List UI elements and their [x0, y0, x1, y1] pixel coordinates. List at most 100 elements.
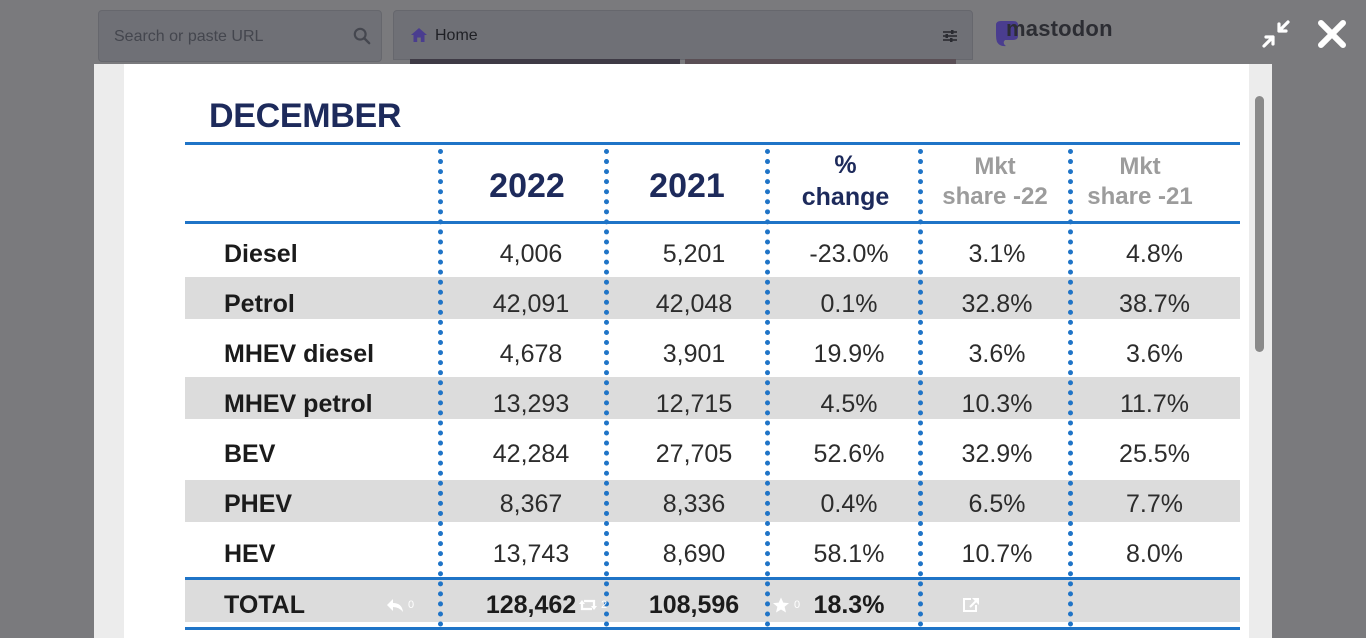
- cell-change: 19.9%: [813, 340, 885, 368]
- cell-y2022: 4,678: [499, 340, 563, 368]
- row-label: MHEV petrol: [224, 390, 373, 418]
- row-label: HEV: [224, 540, 276, 568]
- cell-mkt21: 11.7%: [1119, 390, 1190, 418]
- column-separator: [604, 149, 609, 627]
- cell-y2021: 12,715: [655, 390, 733, 418]
- column-separator: [1068, 149, 1073, 627]
- media-preview-strip: [410, 59, 956, 64]
- cell-y2021: 5,201: [662, 240, 726, 268]
- boost-button[interactable]: 2: [579, 596, 607, 614]
- mastodon-icon: [996, 21, 1018, 47]
- cell-y2022: 4,006: [499, 240, 563, 268]
- column-separator: [918, 149, 923, 627]
- row-label: Diesel: [224, 240, 298, 268]
- modal-scrollbar[interactable]: [1255, 96, 1264, 638]
- cell-mkt22: 6.5%: [968, 490, 1026, 518]
- media-action-bar: 0 2 0: [124, 64, 1249, 638]
- cell-y2021: 42,048: [655, 290, 733, 318]
- scrollbar-thumb[interactable]: [1255, 96, 1264, 352]
- sliders-icon[interactable]: [942, 29, 958, 43]
- cell-y2022: 13,743: [492, 540, 570, 568]
- cell-mkt21: 7.7%: [1126, 490, 1183, 518]
- total-bottom-rule: [185, 627, 1240, 630]
- total-mkt22: [922, 584, 1072, 626]
- column-separator: [438, 149, 443, 627]
- cell-change: 0.4%: [820, 490, 878, 518]
- boost-count: 2: [601, 599, 608, 611]
- cell-change: -23.0%: [809, 240, 889, 268]
- cell-y2021: 27,705: [655, 440, 733, 468]
- reply-count: 0: [408, 599, 415, 611]
- row-label: PHEV: [224, 490, 293, 518]
- star-icon: [773, 597, 789, 613]
- header-mkt21-line2: share -21: [1087, 183, 1193, 210]
- row-band: [185, 580, 1240, 622]
- row-label: BEV: [224, 440, 276, 468]
- sales-table-image: DECEMBER 2022 2021 % change: [184, 97, 1241, 638]
- infographic-title: DECEMBER: [209, 97, 402, 135]
- home-icon: [411, 28, 427, 42]
- cell-mkt22: 3.1%: [968, 240, 1026, 268]
- column-title[interactable]: Home: [435, 27, 478, 44]
- row-band: [185, 377, 1240, 419]
- reply-icon: [387, 599, 403, 612]
- header-mkt21-line1: Mkt: [1119, 153, 1161, 180]
- total-mkt21: [1072, 584, 1237, 626]
- header-mkt22-line1: Mkt: [974, 153, 1016, 180]
- cell-mkt21: 25.5%: [1119, 440, 1190, 468]
- cell-mkt22: 3.6%: [968, 340, 1026, 368]
- header-pct-line2: change: [801, 183, 890, 211]
- search-input[interactable]: [99, 11, 356, 63]
- cell-change: 58.1%: [813, 540, 885, 568]
- header-top-rule: [185, 142, 1240, 145]
- cell-change: 4.5%: [820, 390, 878, 418]
- header-mkt-share-22: Mkt share -22: [920, 152, 1070, 212]
- open-original-button[interactable]: [962, 596, 980, 614]
- header-2021: 2021: [649, 167, 725, 205]
- header-mkt22-line2: share -22: [942, 183, 1048, 210]
- cell-y2022: 42,284: [492, 440, 570, 468]
- header-pct-line1: %: [834, 151, 857, 179]
- image-frame: DECEMBER 2022 2021 % change: [124, 64, 1249, 638]
- cell-mkt21: 8.0%: [1126, 540, 1183, 568]
- cell-mkt21: 4.8%: [1126, 240, 1183, 268]
- column-header[interactable]: Home: [393, 10, 973, 60]
- header-2022: 2022: [489, 167, 565, 205]
- row-label: MHEV diesel: [224, 340, 375, 368]
- total-top-rule: [185, 577, 1240, 580]
- brand-name: mastodon: [1006, 16, 1113, 41]
- total-label: TOTAL: [224, 591, 306, 619]
- cell-y2022: 13,293: [492, 390, 570, 418]
- cell-mkt22: 10.7%: [961, 540, 1033, 568]
- header-pct-change: % change: [768, 149, 923, 213]
- total-y2021: 108,596: [648, 591, 740, 619]
- header-bottom-rule: [185, 221, 1240, 224]
- search-box[interactable]: [98, 10, 382, 63]
- cell-y2021: 3,901: [662, 340, 726, 368]
- cell-y2022: 8,367: [499, 490, 563, 518]
- media-modal: DECEMBER 2022 2021 % change: [94, 64, 1272, 638]
- collapse-icon[interactable]: [1261, 19, 1291, 49]
- row-band: [185, 480, 1240, 522]
- row-label: Petrol: [224, 290, 295, 318]
- external-link-icon: [963, 598, 979, 612]
- cell-change: 0.1%: [820, 290, 878, 318]
- cell-mkt22: 32.9%: [961, 440, 1033, 468]
- cell-y2021: 8,690: [662, 540, 726, 568]
- cell-y2022: 42,091: [492, 290, 570, 318]
- cell-change: 52.6%: [813, 440, 885, 468]
- close-icon[interactable]: [1316, 18, 1348, 50]
- cell-mkt21: 3.6%: [1126, 340, 1183, 368]
- total-change: 18.3%: [813, 591, 885, 619]
- cell-mkt21: 38.7%: [1119, 290, 1190, 318]
- search-icon[interactable]: [353, 27, 371, 45]
- row-band: [185, 277, 1240, 319]
- favourite-button[interactable]: 0: [772, 596, 800, 614]
- header-mkt-share-21: Mkt share -21: [1070, 152, 1210, 212]
- reply-button[interactable]: 0: [386, 596, 414, 614]
- favourite-count: 0: [794, 599, 801, 611]
- total-y2022: 128,462: [485, 591, 577, 619]
- cell-y2021: 8,336: [662, 490, 726, 518]
- mastodon-logo[interactable]: mastodon: [992, 16, 1122, 50]
- cell-mkt22: 10.3%: [961, 390, 1033, 418]
